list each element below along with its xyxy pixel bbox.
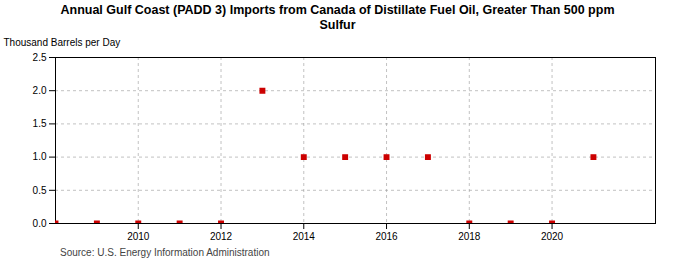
svg-text:0.5: 0.5 [33, 185, 47, 196]
svg-text:2018: 2018 [458, 231, 481, 242]
svg-text:2014: 2014 [293, 231, 316, 242]
svg-text:2.5: 2.5 [33, 52, 47, 63]
svg-text:2012: 2012 [210, 231, 233, 242]
svg-text:0.0: 0.0 [33, 218, 47, 229]
svg-text:2010: 2010 [127, 231, 150, 242]
svg-text:2016: 2016 [375, 231, 398, 242]
html-text:Source: U.S. Energy Informatio: Source: U.S. Energy Information Administ… [60, 247, 270, 258]
svg-text:1.0: 1.0 [33, 151, 47, 162]
svg-text:Thousand Barrels per Day: Thousand Barrels per Day [4, 37, 121, 48]
html-text:Annual Gulf Coast (PADD 3) Imp: Annual Gulf Coast (PADD 3) Imports from … [60, 3, 615, 32]
svg-text:2.0: 2.0 [33, 85, 47, 96]
svg-text:1.5: 1.5 [33, 118, 47, 129]
svg-text:2020: 2020 [541, 231, 564, 242]
